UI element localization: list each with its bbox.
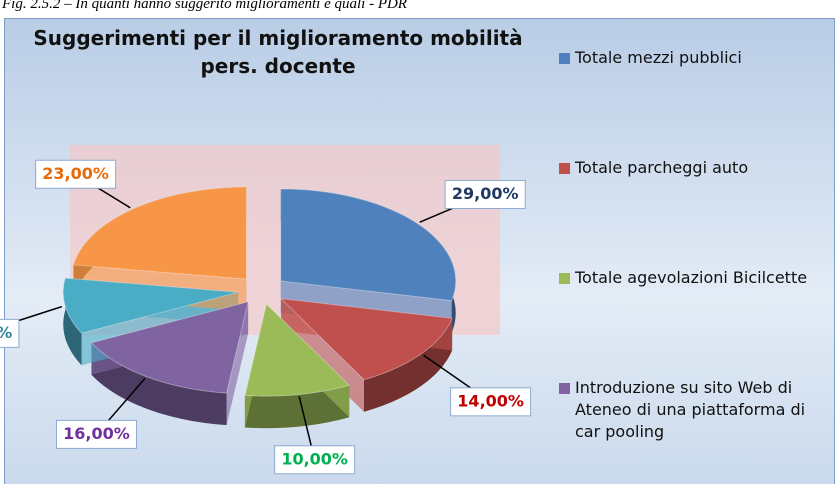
data-label: 16,00%	[63, 424, 130, 443]
chart-title: Suggerimenti per il miglioramento mobili…	[33, 26, 523, 78]
leader-line	[0, 305, 63, 328]
slice-side	[363, 318, 453, 412]
legend-swatch	[559, 273, 570, 284]
slice	[90, 301, 249, 394]
legend-entry: Totale parcheggi auto	[559, 157, 815, 179]
slice-side-shade	[244, 385, 350, 429]
slice	[72, 186, 247, 280]
slice-side	[91, 342, 227, 426]
slice-side-shade	[91, 342, 227, 426]
legend-swatch	[559, 383, 570, 394]
slice	[279, 298, 453, 381]
legend-swatch	[559, 53, 570, 64]
legend-label: Introduzione su sito Web di Ateneo di un…	[575, 378, 806, 441]
data-label: 29,00%	[452, 184, 519, 203]
legend-entry: Totale agevolazioni Bicilcette	[559, 267, 815, 289]
caption: Fig. 2.5.2 – In quanti hanno suggerito m…	[2, 0, 407, 12]
legend-swatch	[559, 163, 570, 174]
slice-side-shade	[63, 278, 82, 366]
slice-side	[244, 385, 350, 429]
data-label: 23,00%	[42, 164, 109, 183]
slice-side	[63, 278, 82, 366]
data-label: 10,00%	[281, 449, 348, 468]
slice	[244, 303, 351, 397]
label-box	[0, 318, 20, 348]
label-box	[274, 445, 356, 475]
legend-label: Totale parcheggi auto	[575, 158, 749, 177]
legend-label: Totale mezzi pubblici	[575, 48, 742, 67]
label-box	[55, 419, 137, 449]
slice	[280, 188, 457, 302]
data-label: 10,00%	[0, 323, 12, 342]
slice	[62, 277, 239, 334]
label-box	[35, 159, 117, 189]
legend-entry: Introduzione su sito Web di Ateneo di un…	[559, 377, 815, 443]
slice-side-shade	[363, 318, 453, 412]
legend-entry: Totale mezzi pubblici	[559, 47, 815, 69]
legend-label: Totale agevolazioni Bicilcette	[575, 268, 808, 287]
label-box	[444, 179, 526, 209]
label-box	[450, 387, 532, 417]
data-label: 14,00%	[457, 391, 524, 410]
